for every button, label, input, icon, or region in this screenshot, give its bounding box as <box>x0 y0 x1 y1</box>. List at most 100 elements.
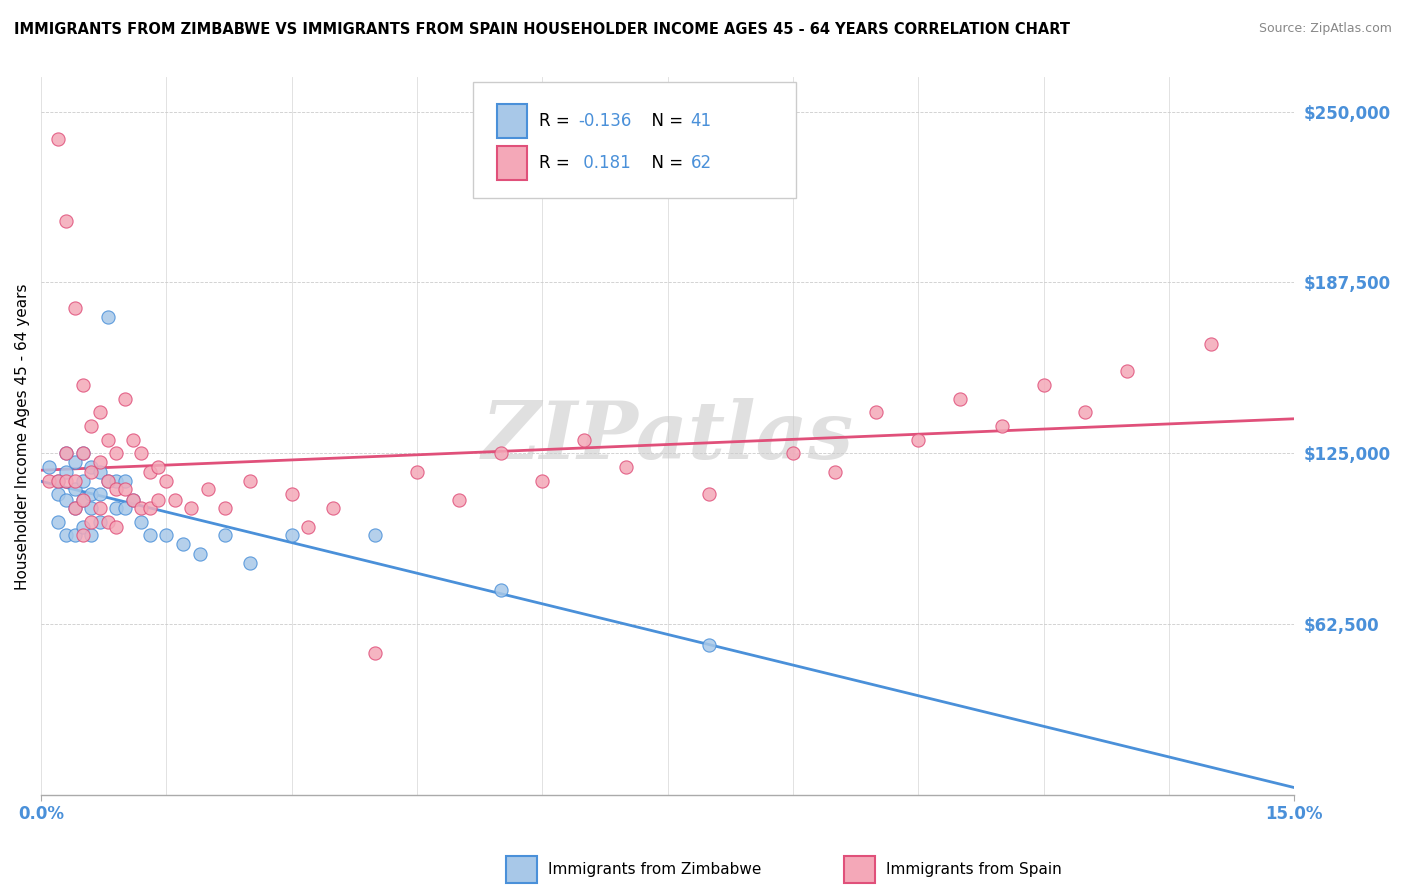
Point <box>155 474 177 488</box>
Point <box>80 487 103 501</box>
Point <box>97 310 120 324</box>
Point <box>105 446 128 460</box>
Point <box>72 492 94 507</box>
Point <box>97 474 120 488</box>
Point <box>146 492 169 507</box>
Y-axis label: Householder Income Ages 45 - 64 years: Householder Income Ages 45 - 64 years <box>15 283 30 590</box>
Point <box>97 515 120 529</box>
Point <box>105 501 128 516</box>
Point <box>80 466 103 480</box>
Point <box>55 446 77 460</box>
Text: Immigrants from Zimbabwe: Immigrants from Zimbabwe <box>548 863 762 877</box>
Point <box>949 392 972 406</box>
Point <box>97 474 120 488</box>
Point <box>572 433 595 447</box>
Text: Immigrants from Spain: Immigrants from Spain <box>886 863 1062 877</box>
Point <box>97 433 120 447</box>
Point <box>55 446 77 460</box>
Point <box>991 419 1014 434</box>
Point <box>89 515 111 529</box>
Text: ZIPatlas: ZIPatlas <box>482 398 853 475</box>
Point <box>46 487 69 501</box>
Point <box>80 419 103 434</box>
Point <box>824 466 846 480</box>
Point <box>46 474 69 488</box>
Point <box>55 466 77 480</box>
Point <box>1074 405 1097 419</box>
Point <box>155 528 177 542</box>
Point <box>122 492 145 507</box>
Point <box>1199 337 1222 351</box>
Point <box>89 466 111 480</box>
Point <box>489 582 512 597</box>
Point <box>114 482 136 496</box>
Point <box>406 466 429 480</box>
Point <box>72 446 94 460</box>
Point <box>131 501 153 516</box>
Point <box>138 466 160 480</box>
Point <box>63 482 86 496</box>
Point <box>55 492 77 507</box>
Point <box>1116 364 1139 378</box>
Text: N =: N = <box>641 154 689 172</box>
Point <box>105 482 128 496</box>
Text: R =: R = <box>538 154 575 172</box>
Point <box>214 528 236 542</box>
Point <box>89 454 111 468</box>
Point <box>197 482 219 496</box>
Point <box>214 501 236 516</box>
Point <box>122 492 145 507</box>
Point <box>114 392 136 406</box>
Point <box>63 528 86 542</box>
Point <box>188 548 211 562</box>
Point <box>46 515 69 529</box>
Point <box>138 501 160 516</box>
Text: R =: R = <box>538 112 575 129</box>
Point <box>63 301 86 316</box>
Point <box>105 520 128 534</box>
Point <box>72 446 94 460</box>
Point <box>55 214 77 228</box>
Point <box>38 474 60 488</box>
Point <box>614 460 637 475</box>
Point <box>80 528 103 542</box>
Text: IMMIGRANTS FROM ZIMBABWE VS IMMIGRANTS FROM SPAIN HOUSEHOLDER INCOME AGES 45 - 6: IMMIGRANTS FROM ZIMBABWE VS IMMIGRANTS F… <box>14 22 1070 37</box>
Point <box>239 556 262 570</box>
Point <box>699 487 721 501</box>
Point <box>80 515 103 529</box>
Point <box>55 474 77 488</box>
Point <box>63 501 86 516</box>
Text: 0.181: 0.181 <box>578 154 631 172</box>
Point <box>72 474 94 488</box>
Point <box>531 474 554 488</box>
Point <box>364 646 387 660</box>
Point <box>89 405 111 419</box>
Point <box>72 492 94 507</box>
Point <box>280 528 302 542</box>
Point <box>364 528 387 542</box>
Point <box>55 528 77 542</box>
Point <box>699 638 721 652</box>
Point <box>138 528 160 542</box>
Point <box>907 433 929 447</box>
Point <box>782 446 804 460</box>
Point <box>89 501 111 516</box>
Point <box>72 378 94 392</box>
Text: Source: ZipAtlas.com: Source: ZipAtlas.com <box>1258 22 1392 36</box>
Point <box>80 460 103 475</box>
Point <box>38 460 60 475</box>
Point <box>163 492 186 507</box>
Point <box>114 474 136 488</box>
Point <box>280 487 302 501</box>
Point <box>89 487 111 501</box>
Text: -0.136: -0.136 <box>578 112 631 129</box>
Point <box>865 405 887 419</box>
Point <box>447 492 470 507</box>
Point <box>489 446 512 460</box>
Point <box>146 460 169 475</box>
Point <box>239 474 262 488</box>
Point <box>131 515 153 529</box>
Point <box>322 501 344 516</box>
Point <box>80 501 103 516</box>
Point <box>172 536 194 550</box>
